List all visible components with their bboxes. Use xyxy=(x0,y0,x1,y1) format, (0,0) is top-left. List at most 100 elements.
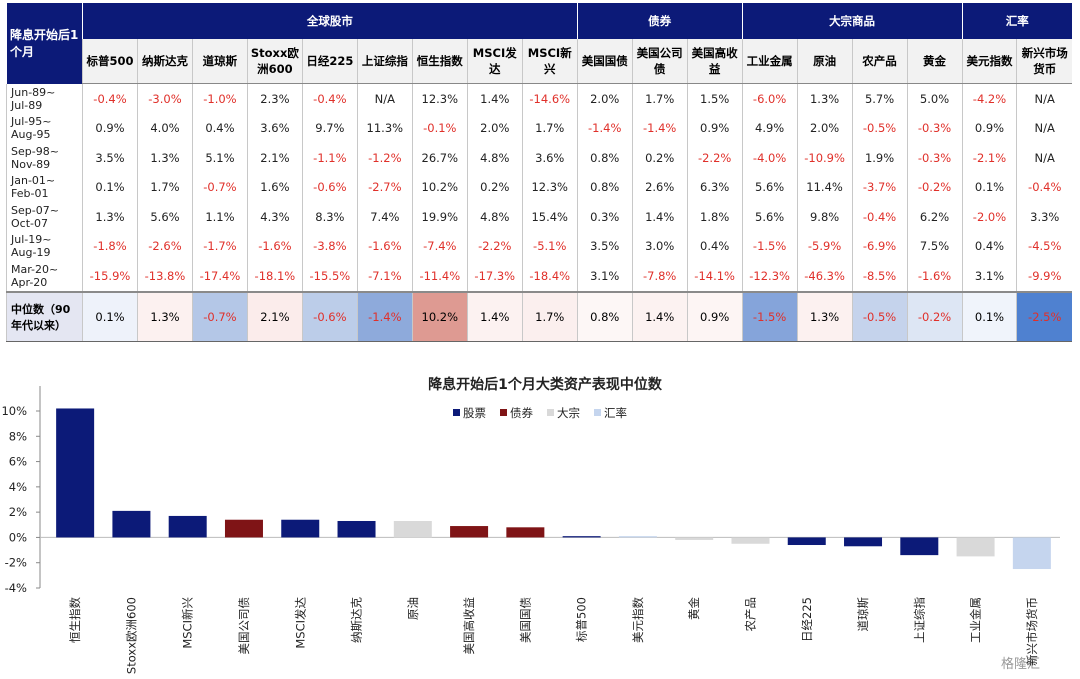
bar xyxy=(112,510,151,538)
chart-title: 降息开始后1个月大类资产表现中位数 xyxy=(428,376,663,393)
cell: 0.9% xyxy=(686,113,743,143)
bar xyxy=(281,519,320,538)
cell: 11.4% xyxy=(796,172,853,202)
legend-swatch xyxy=(547,409,554,416)
cell: 1.8% xyxy=(686,202,743,232)
cell: 0.8% xyxy=(576,290,633,342)
column-header: 原油 xyxy=(796,39,853,84)
cell: N/A xyxy=(1016,113,1072,143)
cell: 1.3% xyxy=(82,202,138,232)
column-header: 道琼斯 xyxy=(191,39,248,84)
cell: -1.2% xyxy=(356,143,413,173)
bar xyxy=(956,537,995,557)
cell: -0.4% xyxy=(82,83,138,114)
cell: 7.5% xyxy=(906,231,962,261)
cell: -17.4% xyxy=(191,261,248,292)
cell: -0.5% xyxy=(851,113,908,143)
cell: 5.6% xyxy=(741,202,798,232)
cell: 1.7% xyxy=(631,83,688,114)
column-header: 日经225 xyxy=(301,39,358,84)
cell: 3.1% xyxy=(961,261,1017,292)
group-header: 大宗商品 xyxy=(741,3,962,39)
x-tick-label: MSCI发达 xyxy=(293,597,307,649)
cell: 6.2% xyxy=(906,202,962,232)
cell: 0.1% xyxy=(82,290,138,342)
cell: 1.7% xyxy=(136,172,193,202)
cell: 0.1% xyxy=(82,172,138,202)
x-tick-label: 农产品 xyxy=(743,597,757,632)
cell: -1.4% xyxy=(576,113,633,143)
x-tick-label: 标普500 xyxy=(575,597,589,642)
cell: 12.3% xyxy=(411,83,468,114)
cell: 1.6% xyxy=(246,172,303,202)
bar xyxy=(1012,537,1051,570)
cell: 3.1% xyxy=(576,261,633,292)
cell: -1.6% xyxy=(906,261,962,292)
cell: -1.8% xyxy=(82,231,138,261)
column-header: 标普500 xyxy=(82,39,138,84)
x-tick-label: MSCI新兴 xyxy=(181,597,195,649)
cell: -1.5% xyxy=(741,290,798,342)
cell: -14.6% xyxy=(521,83,578,114)
legend-label: 股票 xyxy=(463,406,486,420)
bar xyxy=(168,515,207,538)
data-row: Jun-89~ Jul-89 -0.4% -3.0% -1.0% 2.3% -0.4% N/… xyxy=(6,83,1072,114)
cell: 5.0% xyxy=(906,83,962,114)
column-header: 美国公司债 xyxy=(631,39,688,84)
cell: -0.4% xyxy=(851,202,908,232)
column-header: 农产品 xyxy=(851,39,908,84)
group-row: 降息开始后1个月 全球股市 债券 大宗商品 汇率 xyxy=(6,3,1072,84)
data-row: Sep-07~ Oct-07 1.3% 5.6% 1.1% 4.3% 8.3% 7.4% 19… xyxy=(6,202,1072,232)
cell: 8.3% xyxy=(301,202,358,232)
column-header: MSCI新兴 xyxy=(521,39,578,84)
column-header: MSCI发达 xyxy=(466,39,523,84)
x-tick-label: Stoxx欧洲600 xyxy=(124,597,138,674)
cell: -1.4% xyxy=(356,290,413,342)
column-header: 纳斯达克 xyxy=(136,39,193,84)
column-row: 标普500 纳斯达克 道琼斯 Stoxx欧洲600 日经225 上证综指 恒生指数 MSCI发… xyxy=(7,39,1072,84)
cell: -5.1% xyxy=(521,231,578,261)
cell: 2.1% xyxy=(246,290,303,342)
cell: -46.3% xyxy=(796,261,853,292)
cell: 3.6% xyxy=(246,113,303,143)
cell: 4.0% xyxy=(136,113,193,143)
y-tick-label: -2% xyxy=(5,556,27,570)
cell: 0.8% xyxy=(576,172,633,202)
cell: 1.7% xyxy=(521,290,578,342)
cell: 15.4% xyxy=(521,202,578,232)
cell: 2.1% xyxy=(246,143,303,173)
cell: 2.3% xyxy=(246,83,303,114)
cell: 1.3% xyxy=(136,143,193,173)
data-table: 降息开始后1个月 全球股市 债券 大宗商品 汇率 标普500 纳斯达克 道琼斯 Stoxx欧洲6… xyxy=(6,3,1072,342)
cell: 3.0% xyxy=(631,231,688,261)
cell: -9.9% xyxy=(1016,261,1072,292)
cell: -0.1% xyxy=(411,113,468,143)
cell: -1.1% xyxy=(301,143,358,173)
cell: 1.3% xyxy=(136,290,193,342)
corner-header: 降息开始后1个月 xyxy=(6,3,83,84)
cell: 5.6% xyxy=(136,202,193,232)
cell: -1.5% xyxy=(741,231,798,261)
cell: N/A xyxy=(1016,143,1072,173)
cell: 1.3% xyxy=(796,290,853,342)
cell: 10.2% xyxy=(411,172,468,202)
cell: -0.2% xyxy=(906,290,962,342)
x-tick-label: 道琼斯 xyxy=(856,597,870,632)
cell: 0.4% xyxy=(961,231,1017,261)
x-tick-label: 美国公司债 xyxy=(237,597,251,655)
data-row: Jan-01~ Feb-01 0.1% 1.7% -0.7% 1.6% -0.6% -2.7… xyxy=(6,172,1072,202)
cell: -0.6% xyxy=(301,290,358,342)
cell: N/A xyxy=(356,83,413,114)
cell: 0.9% xyxy=(82,113,138,143)
bar xyxy=(900,537,939,556)
cell: -0.4% xyxy=(1016,172,1072,202)
data-row: Sep-98~ Nov-89 3.5% 1.3% 5.1% 2.1% -1.1% -1.2%… xyxy=(6,143,1072,173)
cell: 1.1% xyxy=(191,202,248,232)
cell: -12.3% xyxy=(741,261,798,292)
x-tick-label: 美元指数 xyxy=(631,597,645,643)
y-tick-label: 2% xyxy=(9,505,27,519)
cell: 9.8% xyxy=(796,202,853,232)
x-tick-label: 工业金属 xyxy=(969,597,983,643)
cell: 4.8% xyxy=(466,143,523,173)
